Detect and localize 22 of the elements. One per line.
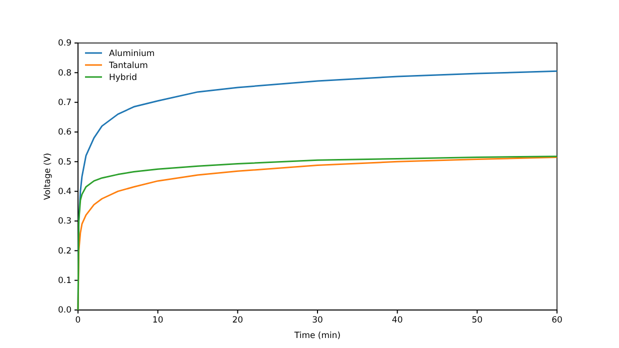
y-tick-label: 0.8: [58, 68, 72, 78]
legend-label: Tantalum: [108, 61, 148, 71]
y-tick-label: 0.2: [58, 246, 72, 256]
legend-label: Aluminium: [109, 49, 155, 59]
y-tick-label: 0.3: [58, 216, 72, 227]
x-tick-label: 40: [392, 316, 403, 326]
y-tick-label: 0.6: [58, 128, 72, 138]
y-tick-label: 0.9: [58, 38, 72, 49]
y-axis-title: Voltage (V): [43, 152, 53, 200]
x-tick-label: 20: [232, 316, 244, 326]
x-tick-label: 50: [472, 316, 483, 326]
y-tick-label: 0.5: [58, 157, 72, 168]
x-tick-label: 0: [75, 316, 81, 326]
x-tick-label: 60: [552, 316, 562, 326]
legend-label: Hybrid: [109, 73, 138, 83]
x-tick-label: 30: [312, 316, 323, 326]
y-tick-label: 0.4: [58, 187, 72, 198]
x-tick-label: 10: [152, 316, 164, 326]
x-axis-title: Time (min): [293, 331, 341, 341]
y-tick-label: 0.1: [58, 276, 72, 286]
y-tick-label: 0.0: [58, 306, 72, 316]
y-tick-label: 0.7: [58, 98, 72, 108]
